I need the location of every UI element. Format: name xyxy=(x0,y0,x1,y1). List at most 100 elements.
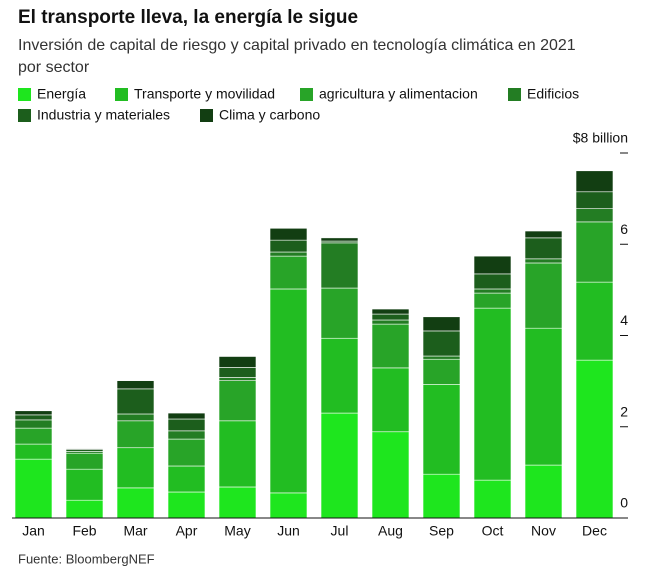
bar-segment xyxy=(14,414,53,421)
bar-segment xyxy=(371,323,410,369)
bar-segment xyxy=(371,313,410,321)
bar-segment xyxy=(116,420,155,449)
bar-segment xyxy=(422,358,461,385)
bar-segment xyxy=(269,288,308,494)
bar-segment xyxy=(167,438,206,467)
bar-segment xyxy=(167,412,206,420)
bar-segment xyxy=(371,319,410,325)
bar-segment xyxy=(524,258,563,264)
bar-segment xyxy=(371,367,410,433)
bar-segment xyxy=(473,288,512,294)
bar-segment xyxy=(218,380,257,422)
bar-segment xyxy=(524,464,563,519)
bar-segment xyxy=(575,281,614,361)
legend-swatch xyxy=(508,88,521,101)
legend-swatch xyxy=(115,88,128,101)
bar-segment xyxy=(524,237,563,260)
bar-segment xyxy=(524,262,563,329)
bar-segment xyxy=(473,307,512,481)
bar-segment xyxy=(524,327,563,466)
bar-segment xyxy=(65,452,104,470)
legend-swatch xyxy=(18,88,31,101)
bar-segment xyxy=(14,427,53,445)
y-tick-label: $8 billion xyxy=(573,130,628,146)
legend-label: Industria y materiales xyxy=(37,107,170,123)
bar-segment xyxy=(14,419,53,429)
bar-segment xyxy=(269,239,308,253)
bar-segment xyxy=(269,227,308,241)
chart-subtitle: Inversión de capital de riesgo y capital… xyxy=(18,37,576,54)
bar-segment xyxy=(65,499,104,519)
x-tick-label: Jul xyxy=(331,523,349,539)
legend-label: Edificios xyxy=(527,86,579,102)
bar-segment xyxy=(218,356,257,368)
y-tick-label: 4 xyxy=(620,312,628,328)
bar-segment xyxy=(575,191,614,209)
bar-segment xyxy=(320,412,359,519)
bar-segment xyxy=(218,377,257,381)
bar-segment xyxy=(524,230,563,239)
bar-segment xyxy=(65,468,104,501)
bar-segment xyxy=(14,443,53,460)
bar-segment xyxy=(575,208,614,223)
bar-segment xyxy=(116,447,155,489)
chart-subtitle: por sector xyxy=(18,59,90,76)
bar-segment xyxy=(320,237,359,242)
y-tick-label: 0 xyxy=(620,495,628,511)
x-tick-label: Dec xyxy=(582,523,607,539)
bar-segment xyxy=(269,251,308,257)
bar-segment xyxy=(269,255,308,290)
bar-segment xyxy=(116,380,155,390)
bar-segment xyxy=(269,492,308,519)
bar-segment xyxy=(218,420,257,488)
chart-title: El transporte lleva, la energía le sigue xyxy=(18,7,358,28)
x-tick-label: Jun xyxy=(277,523,300,539)
legend-label: Clima y carbono xyxy=(219,107,320,123)
bar-segment xyxy=(14,458,53,519)
bar-segment xyxy=(473,479,512,519)
bar-segment xyxy=(371,431,410,519)
x-tick-label: Aug xyxy=(378,523,403,539)
bar-segment xyxy=(14,410,53,416)
legend-label: agricultura y alimentacion xyxy=(319,86,478,102)
legend-label: Transporte y movilidad xyxy=(134,86,275,102)
bar-segment xyxy=(218,486,257,519)
bar-segment xyxy=(575,170,614,193)
bar-segment xyxy=(473,273,512,290)
bar-segment xyxy=(116,413,155,422)
x-tick-label: Jan xyxy=(22,523,45,539)
bar-segment xyxy=(473,255,512,275)
bar-segment xyxy=(575,221,614,283)
bar-segment xyxy=(167,465,206,493)
x-tick-label: Apr xyxy=(176,523,198,539)
x-tick-label: Sep xyxy=(429,523,454,539)
bar-segment xyxy=(65,448,104,450)
y-tick-label: 6 xyxy=(620,221,628,237)
bar-segment xyxy=(422,330,461,357)
bar-segment xyxy=(320,287,359,339)
bar-segment xyxy=(167,491,206,519)
y-tick-label: 2 xyxy=(620,403,628,419)
x-tick-label: Nov xyxy=(531,523,556,539)
bar-segment xyxy=(473,292,512,309)
bar-segment xyxy=(371,308,410,315)
bar-segment xyxy=(422,384,461,475)
source: Fuente: BloombergNEF xyxy=(18,551,155,566)
bar-segment xyxy=(116,388,155,415)
x-tick-label: Oct xyxy=(482,523,504,539)
bar-segment xyxy=(575,359,614,519)
bar-segment xyxy=(167,430,206,440)
bar-segment xyxy=(422,316,461,332)
x-tick-label: Mar xyxy=(123,523,147,539)
bar-segment xyxy=(320,242,359,289)
bar-segment xyxy=(218,367,257,378)
bar-segment xyxy=(320,337,359,414)
x-tick-label: May xyxy=(224,523,250,539)
bar-segment xyxy=(422,355,461,360)
legend-swatch xyxy=(200,109,213,122)
legend-swatch xyxy=(18,109,31,122)
bar-segment xyxy=(422,473,461,519)
bar-segment xyxy=(116,487,155,519)
bar-segment xyxy=(167,418,206,432)
